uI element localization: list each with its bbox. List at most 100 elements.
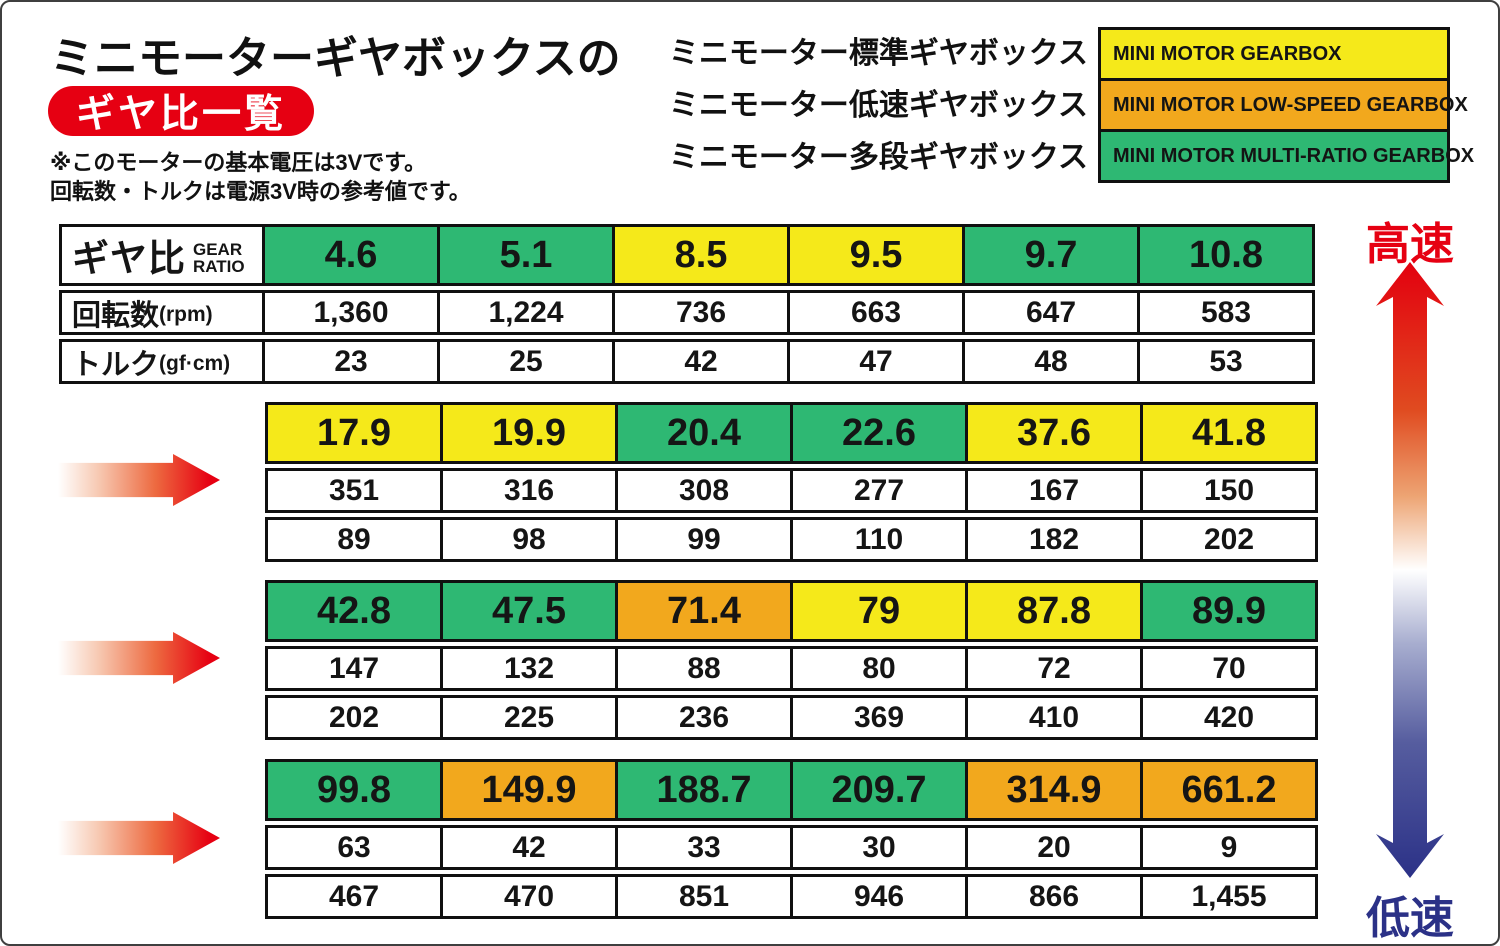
torque-cell: 42 (612, 339, 790, 384)
ratio-cell: 4.6 (262, 224, 440, 286)
rpm-label-jp: 回転数 (72, 299, 160, 332)
ratio-cell: 149.9 (440, 759, 618, 821)
torque-cell: 48 (962, 339, 1140, 384)
title-badge: ギヤ比一覧 (48, 86, 315, 136)
ratio-cell: 37.6 (965, 402, 1143, 464)
gear-ratio-label-en: GEAR RATIO (193, 239, 245, 276)
rpm-cell: 1,224 (437, 290, 615, 335)
ratio-cell: 10.8 (1137, 224, 1315, 286)
torque-cell: 25 (437, 339, 615, 384)
rpm-cell: 147 (265, 646, 443, 691)
ratio-cell: 209.7 (790, 759, 968, 821)
rpm-cell: 88 (615, 646, 793, 691)
torque-cell: 98 (440, 517, 618, 562)
rpm-cell: 72 (965, 646, 1143, 691)
rpm-cell: 663 (787, 290, 965, 335)
legend-swatch-low-speed: MINI MOTOR LOW-SPEED GEARBOX (1098, 78, 1468, 132)
row-arrow-icon-2 (58, 632, 220, 684)
torque-cell: 946 (790, 874, 968, 919)
rpm-unit-label: (rpm) (159, 302, 213, 326)
torque-cell: 369 (790, 695, 968, 740)
rpm-cell: 647 (962, 290, 1140, 335)
torque-cell: 182 (965, 517, 1143, 562)
note-line-2: 回転数・トルクは電源3V時の参考値です。 (50, 179, 471, 204)
ratio-cell: 41.8 (1140, 402, 1318, 464)
ratio-cell: 8.5 (612, 224, 790, 286)
note-line-1: ※このモーターの基本電圧は3Vです。 (50, 150, 427, 175)
torque-cell: 47 (787, 339, 965, 384)
torque-cell: 236 (615, 695, 793, 740)
rpm-cell: 1,360 (262, 290, 440, 335)
ratio-cell: 19.9 (440, 402, 618, 464)
rpm-cell: 80 (790, 646, 968, 691)
rpm-cell: 70 (1140, 646, 1318, 691)
torque-cell: 89 (265, 517, 443, 562)
ratio-cell: 79 (790, 580, 968, 642)
torque-cell: 202 (265, 695, 443, 740)
torque-cell: 110 (790, 517, 968, 562)
gear-ratio-label-jp: ギヤ比 (72, 238, 186, 279)
rpm-cell: 132 (440, 646, 618, 691)
row-arrow-icon-3 (58, 812, 220, 864)
legend-swatch-standard: MINI MOTOR GEARBOX (1098, 27, 1450, 81)
ratio-cell: 9.7 (962, 224, 1140, 286)
legend-label-multi-ratio: ミニモーター多段ギヤボックス (668, 141, 1088, 174)
gear-table-block-3: 42.8 47.5 71.4 79 87.8 89.9 147 132 88 80 72 70 202 2… (265, 580, 1318, 740)
torque-cell: 420 (1140, 695, 1318, 740)
legend-swatch-multi-ratio: MINI MOTOR MULTI-RATIO GEARBOX (1098, 129, 1474, 183)
torque-cell: 470 (440, 874, 618, 919)
rpm-cell: 736 (612, 290, 790, 335)
ratio-cell: 188.7 (615, 759, 793, 821)
ratio-cell: 17.9 (265, 402, 443, 464)
high-speed-label: 高速 (1366, 220, 1454, 269)
ratio-cell: 87.8 (965, 580, 1143, 642)
ratio-cell: 89.9 (1140, 580, 1318, 642)
torque-cell: 410 (965, 695, 1143, 740)
ratio-cell: 47.5 (440, 580, 618, 642)
gear-ratio-row-header: ギヤ比 GEAR RATIO (59, 224, 265, 286)
torque-cell: 1,455 (1140, 874, 1318, 919)
rpm-cell: 316 (440, 468, 618, 513)
ratio-cell: 5.1 (437, 224, 615, 286)
gear-table-block-4: 99.8 149.9 188.7 209.7 314.9 661.2 63 42 33 30 20 9… (265, 759, 1318, 919)
torque-label-jp: トルク (72, 348, 160, 381)
legend-label-low-speed: ミニモーター低速ギヤボックス (668, 89, 1088, 122)
ratio-cell: 99.8 (265, 759, 443, 821)
ratio-cell: 9.5 (787, 224, 965, 286)
rpm-row-header: 回転数 (rpm) (59, 290, 265, 335)
page-title: ミニモーターギヤボックスの (50, 34, 621, 83)
rpm-cell: 9 (1140, 825, 1318, 870)
rpm-cell: 20 (965, 825, 1143, 870)
gear-table-block-1: ギヤ比 GEAR RATIO 4.6 5.1 8.5 9.5 9.7 10.8 回転数 (rpm) 1… (59, 224, 1315, 384)
rpm-cell: 33 (615, 825, 793, 870)
low-speed-label: 低速 (1366, 894, 1454, 943)
torque-cell: 467 (265, 874, 443, 919)
row-arrow-icon-1 (58, 454, 220, 506)
voltage-notes: ※このモーターの基本電圧は3Vです。 回転数・トルクは電源3V時の参考値です。 (50, 148, 471, 206)
rpm-cell: 150 (1140, 468, 1318, 513)
torque-row-header: トルク (gf·cm) (59, 339, 265, 384)
ratio-cell: 42.8 (265, 580, 443, 642)
rpm-cell: 63 (265, 825, 443, 870)
gear-table-block-2: 17.9 19.9 20.4 22.6 37.6 41.8 351 316 308 277 167 1… (265, 402, 1318, 562)
rpm-cell: 277 (790, 468, 968, 513)
rpm-cell: 583 (1137, 290, 1315, 335)
rpm-cell: 308 (615, 468, 793, 513)
torque-cell: 53 (1137, 339, 1315, 384)
rpm-cell: 167 (965, 468, 1143, 513)
torque-cell: 866 (965, 874, 1143, 919)
ratio-cell: 314.9 (965, 759, 1143, 821)
torque-unit-label: (gf·cm) (159, 351, 231, 375)
ratio-cell: 22.6 (790, 402, 968, 464)
ratio-cell: 20.4 (615, 402, 793, 464)
torque-cell: 225 (440, 695, 618, 740)
rpm-cell: 351 (265, 468, 443, 513)
legend-label-standard: ミニモーター標準ギヤボックス (668, 37, 1088, 70)
rpm-cell: 30 (790, 825, 968, 870)
torque-cell: 23 (262, 339, 440, 384)
rpm-cell: 42 (440, 825, 618, 870)
ratio-cell: 661.2 (1140, 759, 1318, 821)
torque-cell: 99 (615, 517, 793, 562)
ratio-cell: 71.4 (615, 580, 793, 642)
